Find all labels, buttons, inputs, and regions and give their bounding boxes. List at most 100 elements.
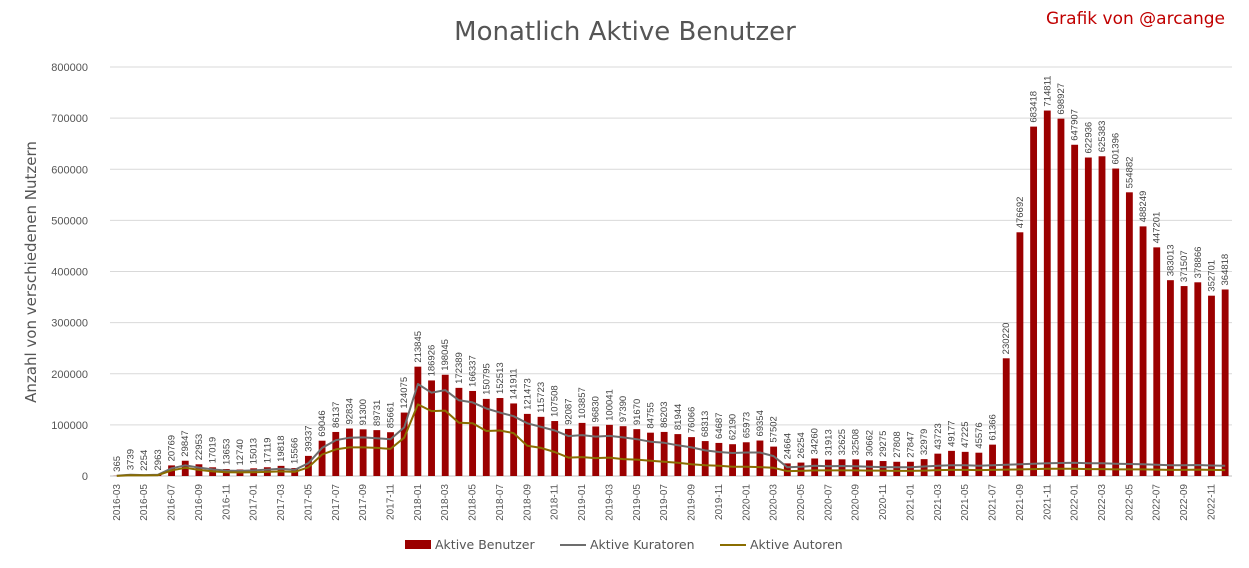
data-label: 45576 <box>974 422 985 448</box>
bar <box>688 437 695 476</box>
x-tick-label: 2020-11 <box>878 484 889 520</box>
data-label: 2254 <box>139 450 150 471</box>
data-label: 20769 <box>167 435 178 461</box>
x-tick-label: 2021-03 <box>933 484 944 521</box>
bar <box>318 440 326 476</box>
x-tick-label: 2016-09 <box>194 484 205 521</box>
y-axis-label: Anzahl von verschiedenen Nutzern <box>22 141 40 403</box>
data-label: 19818 <box>276 435 287 461</box>
bar <box>1030 126 1038 477</box>
x-tick-label: 2019-09 <box>687 484 698 521</box>
data-label: 61366 <box>988 414 999 440</box>
data-label: 141911 <box>509 368 520 399</box>
data-label: 166337 <box>468 355 479 387</box>
data-label: 647907 <box>1070 109 1081 141</box>
data-label: 378866 <box>1193 247 1204 279</box>
data-label: 714811 <box>1042 76 1053 107</box>
x-tick-label: 2021-05 <box>960 484 971 521</box>
data-label: 15566 <box>290 438 301 464</box>
data-label: 69046 <box>317 410 328 436</box>
bar <box>414 366 422 476</box>
x-tick-label: 2018-07 <box>495 484 506 521</box>
x-tick-label: 2018-11 <box>550 484 561 520</box>
y-tick-label: 400000 <box>51 267 88 279</box>
bar <box>1153 247 1161 476</box>
bar <box>332 431 340 476</box>
y-tick-label: 600000 <box>51 164 88 176</box>
bar <box>606 424 613 476</box>
data-label: 172389 <box>454 352 465 384</box>
data-label: 32979 <box>919 429 930 455</box>
data-label: 352701 <box>1206 260 1217 292</box>
bar <box>1057 118 1065 476</box>
y-tick-label: 800000 <box>51 62 88 74</box>
data-label: 27808 <box>892 431 903 457</box>
line-series <box>116 383 1226 477</box>
x-tick-label: 2021-11 <box>1042 484 1053 520</box>
data-label: 34260 <box>810 428 821 454</box>
bar <box>564 428 572 476</box>
x-tick-label: 2017-03 <box>276 484 287 521</box>
data-label: 115723 <box>536 382 547 413</box>
data-label: 89731 <box>372 400 383 426</box>
data-label: 29275 <box>878 431 889 457</box>
x-tick-label: 2016-05 <box>139 484 150 521</box>
x-tick-label: 2017-09 <box>358 484 369 521</box>
data-label: 371507 <box>1179 250 1190 282</box>
y-tick-label: 100000 <box>51 420 88 432</box>
x-tick-label: 2016-03 <box>112 484 123 521</box>
data-label: 29847 <box>180 430 191 456</box>
data-label: 96830 <box>591 396 602 422</box>
data-label: 32625 <box>837 429 848 455</box>
y-tick-label: 700000 <box>51 113 88 125</box>
y-tick-label: 0 <box>82 471 88 483</box>
bar <box>852 459 860 476</box>
data-label: 150795 <box>481 363 492 395</box>
x-tick-label: 2021-01 <box>905 484 916 521</box>
x-tick-label: 2020-07 <box>823 484 834 521</box>
bar <box>811 458 819 476</box>
data-label: 91670 <box>632 399 643 425</box>
y-tick-label: 500000 <box>51 215 88 227</box>
legend-swatch <box>405 540 431 549</box>
bar <box>373 430 381 476</box>
bar <box>551 421 559 476</box>
bar <box>387 432 394 476</box>
bar <box>1194 282 1202 476</box>
data-label: 3739 <box>126 449 137 470</box>
x-tick-label: 2020-05 <box>796 484 807 521</box>
legend-label: Aktive Benutzer <box>435 537 535 552</box>
x-tick-label: 2020-01 <box>741 484 752 521</box>
bar <box>441 374 449 476</box>
data-label: 27847 <box>905 431 916 457</box>
legend-label: Aktive Autoren <box>750 537 843 552</box>
data-label: 625383 <box>1097 121 1108 153</box>
bar <box>838 459 846 476</box>
bar <box>674 434 682 476</box>
data-label: 152513 <box>495 362 506 394</box>
bar <box>633 429 641 476</box>
bar <box>455 387 463 476</box>
bar <box>701 441 709 476</box>
bar <box>756 440 764 476</box>
data-label: 103857 <box>577 387 588 419</box>
bar <box>1112 168 1120 476</box>
bar <box>592 426 600 476</box>
bar <box>346 428 353 476</box>
bar <box>469 390 477 476</box>
data-label: 62190 <box>728 414 739 440</box>
bar <box>989 444 996 476</box>
data-label: 107508 <box>550 385 561 417</box>
data-label: 554882 <box>1124 157 1135 189</box>
data-label: 97390 <box>618 396 629 422</box>
data-label: 31913 <box>823 429 834 455</box>
bar <box>428 380 435 476</box>
x-tick-label: 2016-07 <box>167 484 178 521</box>
bar <box>879 461 887 476</box>
data-label: 81944 <box>673 404 684 430</box>
series-line <box>116 383 1226 477</box>
data-label: 91300 <box>358 399 369 425</box>
data-label: 24664 <box>782 433 793 459</box>
bar <box>482 398 490 476</box>
